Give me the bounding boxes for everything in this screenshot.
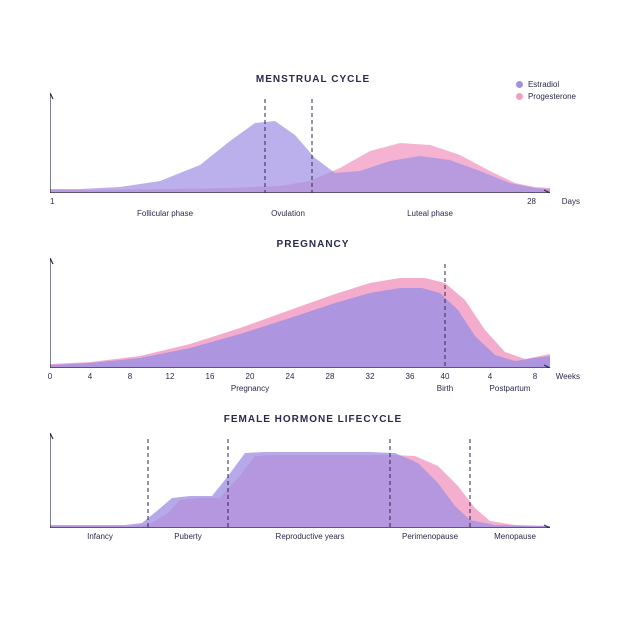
axis-end-label: Days bbox=[562, 197, 580, 206]
chart-area bbox=[50, 433, 576, 528]
x-tick-label: 4 bbox=[88, 372, 92, 381]
chart-menstrual: MENSTRUAL CYCLEEstradiolProgesterone128F… bbox=[50, 74, 576, 217]
x-phase-label: Birth bbox=[437, 384, 453, 393]
x-phase-label: Infancy bbox=[87, 532, 113, 541]
x-tick-label: 4 bbox=[488, 372, 492, 381]
x-tick-label: 24 bbox=[286, 372, 295, 381]
x-phase-label: Pregnancy bbox=[231, 384, 269, 393]
x-tick-label: 28 bbox=[326, 372, 335, 381]
chart-pregnancy: PREGNANCY 0 4 8 12 16 20 24 28 32 36 40 4 8 Pregnancy B… bbox=[50, 239, 576, 392]
x-phase-label: Menopause bbox=[494, 532, 536, 541]
chart-lifecycle: FEMALE HORMONE LIFECYCLE Infancy Puberty Re… bbox=[50, 414, 576, 552]
chart-svg bbox=[50, 258, 550, 368]
x-labels: 0 4 8 12 16 20 24 28 32 36 40 4 8 Pregnancy Birth Postp… bbox=[50, 368, 550, 392]
x-phase-label: Follicular phase bbox=[137, 209, 193, 218]
x-tick-label: 36 bbox=[406, 372, 415, 381]
x-tick-label: 12 bbox=[166, 372, 175, 381]
legend-item: Estradiol bbox=[516, 80, 576, 89]
x-tick-label: 32 bbox=[366, 372, 375, 381]
chart-svg bbox=[50, 433, 550, 528]
chart-svg bbox=[50, 93, 550, 193]
x-phase-label: Luteal phase bbox=[407, 209, 453, 218]
x-tick-label: 40 bbox=[441, 372, 450, 381]
series-estradiol bbox=[50, 121, 550, 193]
chart-title: PREGNANCY bbox=[50, 239, 576, 250]
x-tick-label: 28 bbox=[527, 197, 536, 206]
x-tick-label: 8 bbox=[533, 372, 537, 381]
chart-title: FEMALE HORMONE LIFECYCLE bbox=[50, 414, 576, 425]
x-tick-label: 8 bbox=[128, 372, 132, 381]
x-tick-label: 0 bbox=[48, 372, 52, 381]
legend-swatch bbox=[516, 81, 523, 88]
x-phase-label: Postpartum bbox=[490, 384, 531, 393]
x-tick-label: 16 bbox=[206, 372, 215, 381]
x-labels: 1 28 Follicular phase Ovulation Luteal phase… bbox=[50, 193, 550, 217]
axis-end-label: Weeks bbox=[556, 372, 580, 381]
x-phase-label: Reproductive years bbox=[276, 532, 345, 541]
chart-area bbox=[50, 258, 576, 368]
chart-area bbox=[50, 93, 576, 193]
x-tick-label: 20 bbox=[246, 372, 255, 381]
x-phase-label: Puberty bbox=[174, 532, 202, 541]
legend-label: Estradiol bbox=[528, 80, 559, 89]
x-phase-label: Perimenopause bbox=[402, 532, 458, 541]
chart-title: MENSTRUAL CYCLE bbox=[50, 74, 576, 85]
x-tick-label: 1 bbox=[50, 197, 54, 206]
x-phase-label: Ovulation bbox=[271, 209, 305, 218]
x-labels: Infancy Puberty Reproductive years Perimeno… bbox=[50, 528, 550, 552]
